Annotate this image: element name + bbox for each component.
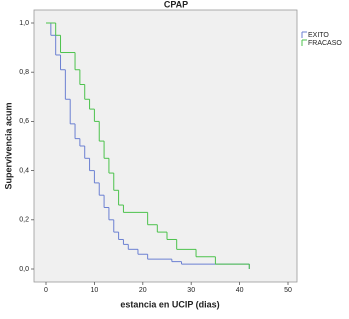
y-axis-label: Supervivencia acum: [3, 102, 13, 189]
x-tick-label: 10: [91, 287, 99, 294]
legend-label: EXITO: [308, 32, 329, 39]
legend-label: FRACASO: [308, 40, 342, 47]
y-tick-label: 0,8: [19, 69, 29, 76]
y-tick-label: 0,4: [19, 167, 29, 174]
x-tick-label: 0: [44, 287, 48, 294]
x-axis-label: estancia en UCIP (dias): [120, 299, 219, 309]
x-tick-label: 30: [187, 287, 195, 294]
y-tick-label: 0,0: [19, 266, 29, 273]
y-tick-label: 0,2: [19, 217, 29, 224]
y-tick-label: 0,6: [19, 118, 29, 125]
y-tick-label: 1,0: [19, 20, 29, 27]
x-tick-label: 20: [139, 287, 147, 294]
plot-area: [33, 9, 298, 283]
x-tick-label: 50: [284, 287, 292, 294]
x-tick-label: 40: [236, 287, 244, 294]
chart-title: CPAP: [164, 0, 188, 9]
